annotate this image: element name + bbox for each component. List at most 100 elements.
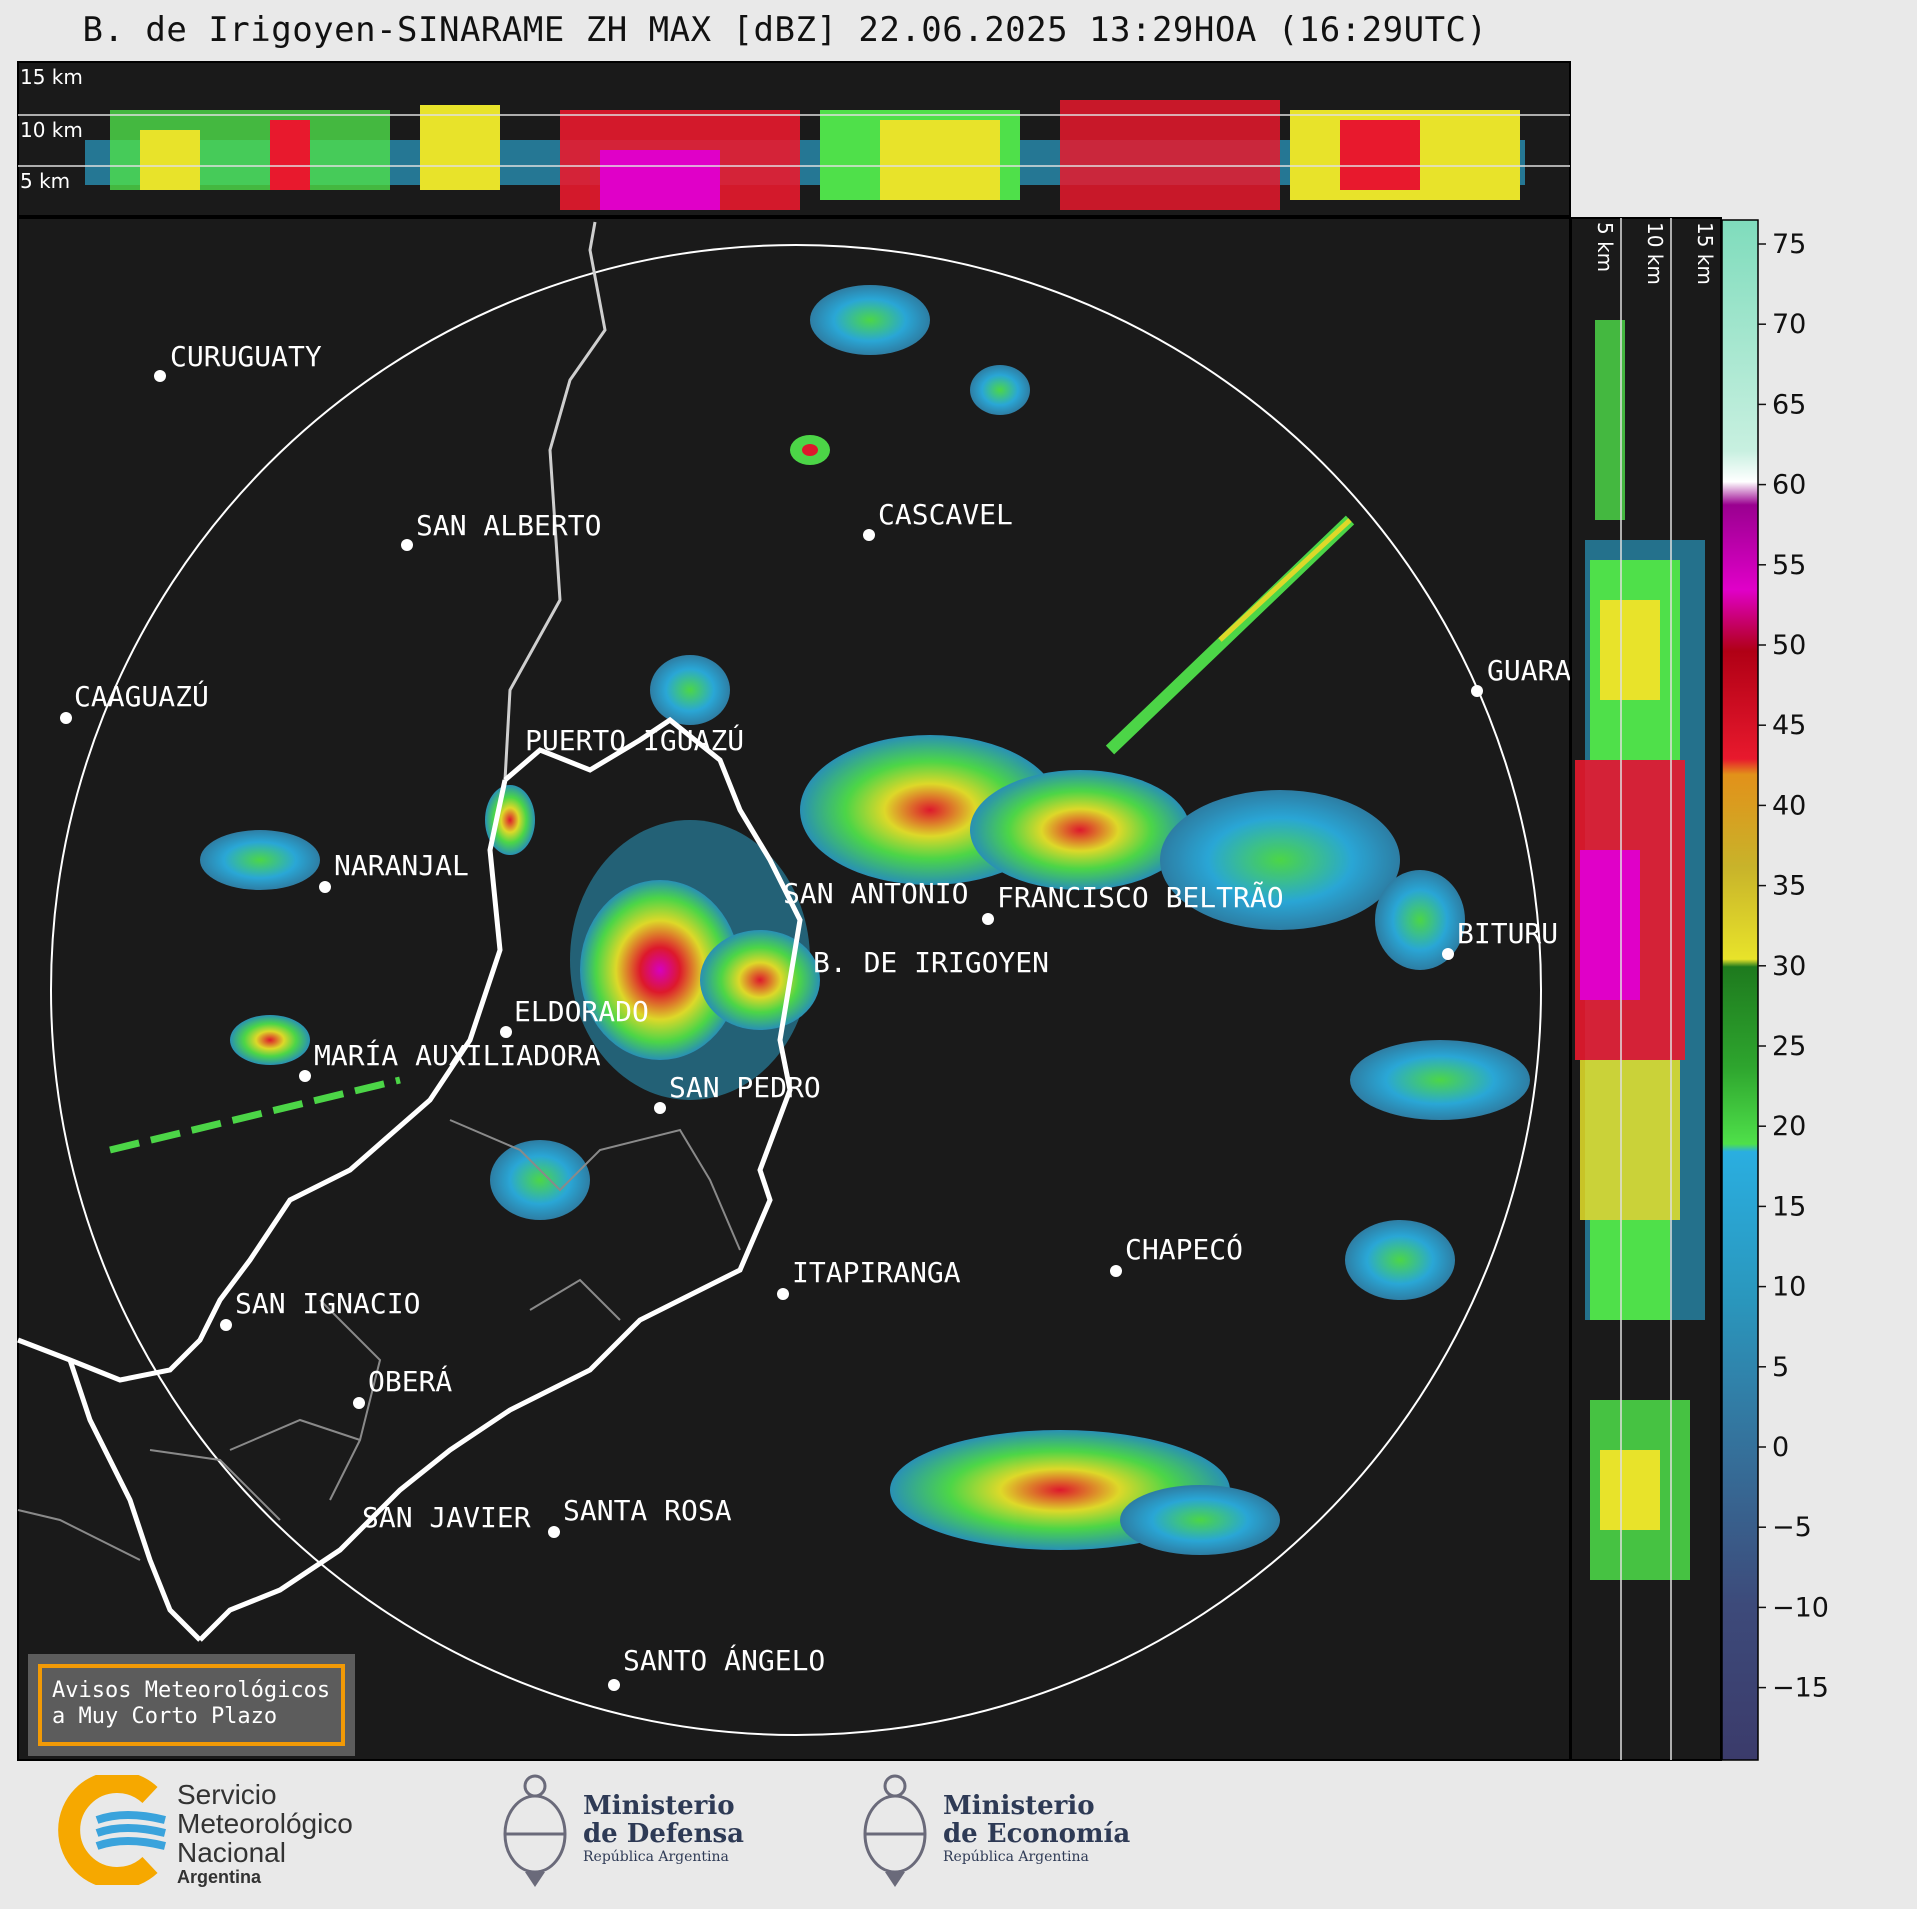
- city-dot-san-pedro: [654, 1102, 666, 1114]
- colorbar-tick-label: 30: [1772, 951, 1806, 982]
- right-cross-section: 5 km 10 km 15 km: [1570, 217, 1722, 1761]
- city-label-chapeco: CHAPECÓ: [1125, 1232, 1243, 1266]
- smn-line-2: Meteorológico: [177, 1808, 353, 1839]
- coat-of-arms-icon: [503, 1774, 567, 1887]
- top-label-10km: 10 km: [20, 118, 83, 142]
- colorbar-tick-label: 65: [1772, 389, 1806, 420]
- colorbar-tick-label: 55: [1772, 550, 1806, 581]
- city-dot-san-alberto: [401, 539, 413, 551]
- city-dot-itapiranga: [777, 1288, 789, 1300]
- borders: [17, 221, 803, 1642]
- country-border-paraguay-brazil: [503, 221, 607, 781]
- colorbar-tick-label: 60: [1772, 470, 1806, 501]
- colorbar-tick-label: 15: [1772, 1191, 1806, 1222]
- top-label-5km: 5 km: [20, 169, 70, 193]
- city-label-san-ignacio: SAN IGNACIO: [235, 1287, 420, 1320]
- map-title: B. de Irigoyen-SINARAME ZH MAX [dBZ] 22.…: [82, 10, 1488, 50]
- warning-line-2: a Muy Corto Plazo: [52, 1704, 278, 1729]
- department-borders: [149, 1119, 741, 1521]
- province-border-misiones-corrientes: [67, 1359, 202, 1642]
- city-dot-cascavel: [863, 529, 875, 541]
- right-label-10km: 10 km: [1643, 222, 1667, 285]
- country-border-misiones-brazil: [198, 716, 803, 1642]
- colorbar-tick-label: −15: [1772, 1673, 1829, 1704]
- radar-echoes: [109, 285, 1530, 1555]
- colorbar-tick-label: 75: [1772, 229, 1806, 260]
- warning-line-1: Avisos Meteorológicos: [52, 1678, 331, 1703]
- city-label-san-antonio: SAN ANTONIO: [783, 877, 968, 910]
- city-dot-maria-auxiliadora: [299, 1070, 311, 1082]
- radar-range-ring: [50, 244, 1542, 1736]
- city-label-bituru: BITURU: [1457, 917, 1558, 950]
- city-markers: [60, 370, 1483, 1691]
- colorbar-tick-label: 0: [1772, 1432, 1789, 1463]
- city-label-francisco-beltrao: FRANCISCO BELTRÃO: [997, 881, 1284, 914]
- economia-line-1: Ministerio: [943, 1791, 1095, 1821]
- main-radar-map: CURUGUATY SAN ALBERTO CASCAVEL CAAGUAZÚ …: [17, 217, 1571, 1761]
- right-label-15km: 15 km: [1693, 222, 1717, 285]
- smn-emblem-icon: [58, 1775, 166, 1885]
- city-dot-curuguaty: [154, 370, 166, 382]
- smn-line-3: Nacional: [177, 1837, 286, 1868]
- colorbar-tick-label: −10: [1772, 1592, 1829, 1623]
- city-label-naranjal: NARANJAL: [334, 849, 469, 882]
- city-dot-chapeco: [1110, 1265, 1122, 1277]
- city-label-b-de-irigoyen: B. DE IRIGOYEN: [813, 946, 1049, 979]
- city-label-curuguaty: CURUGUATY: [170, 340, 322, 373]
- colorbar-tick-label: 50: [1772, 630, 1806, 661]
- right-label-5km: 5 km: [1593, 222, 1617, 272]
- city-dot-san-ignacio: [220, 1319, 232, 1331]
- city-label-san-javier: SAN JAVIER: [362, 1501, 531, 1534]
- city-dot-santo-angelo: [608, 1679, 620, 1691]
- smn-line-1: Servicio: [177, 1779, 277, 1810]
- country-border-misiones-paraguay: [17, 779, 508, 1383]
- defensa-logo: Ministerio de Defensa República Argentin…: [495, 1770, 755, 1895]
- right-cross-section-echoes: [1575, 320, 1705, 1580]
- border-corrientes: [17, 1509, 141, 1561]
- city-label-san-pedro: SAN PEDRO: [669, 1071, 821, 1104]
- colorbar-tick-label: 20: [1772, 1111, 1806, 1142]
- city-label-puerto-iguazu: PUERTO IGUAZÚ: [525, 723, 744, 757]
- city-label-santo-angelo: SANTO ÁNGELO: [623, 1643, 825, 1677]
- city-label-eldorado: ELDORADO: [514, 995, 649, 1028]
- city-dot-eldorado: [500, 1026, 512, 1038]
- city-label-santa-rosa: SANTA ROSA: [563, 1494, 732, 1527]
- city-dot-guara: [1471, 685, 1483, 697]
- city-dot-caaguazu: [60, 712, 72, 724]
- city-dot-santa-rosa: [548, 1526, 560, 1538]
- city-label-itapiranga: ITAPIRANGA: [792, 1256, 961, 1289]
- city-labels: CURUGUATY SAN ALBERTO CASCAVEL CAAGUAZÚ …: [74, 340, 1571, 1677]
- city-dot-bituru: [1442, 948, 1454, 960]
- city-dot-francisco-beltrao: [982, 913, 994, 925]
- city-label-obera: OBERÁ: [368, 1364, 452, 1398]
- economia-logo: Ministerio de Economía República Argenti…: [855, 1770, 1135, 1895]
- warning-box[interactable]: Avisos Meteorológicos a Muy Corto Plazo: [28, 1654, 355, 1756]
- city-label-maria-auxiliadora: MARÍA AUXILIADORA: [314, 1038, 601, 1072]
- defensa-line-1: Ministerio: [583, 1791, 735, 1821]
- economia-line-2: de Economía: [943, 1819, 1131, 1849]
- smn-logo: Servicio Meteorológico Nacional Argentin…: [55, 1770, 395, 1895]
- top-label-15km: 15 km: [20, 65, 83, 89]
- colorbar-tick-label: 40: [1772, 790, 1806, 821]
- city-dot-naranjal: [319, 881, 331, 893]
- colorbar-tick-label: 5: [1772, 1352, 1789, 1383]
- colorbar-tick-label: 25: [1772, 1031, 1806, 1062]
- colorbar-tick-label: 35: [1772, 871, 1806, 902]
- colorbar-tick-label: −5: [1772, 1512, 1812, 1543]
- city-label-caaguazu: CAAGUAZÚ: [74, 679, 209, 713]
- top-cross-section: 15 km 10 km 5 km: [17, 61, 1571, 217]
- colorbar-tick-label: 45: [1772, 710, 1806, 741]
- smn-line-4: Argentina: [177, 1867, 262, 1887]
- city-label-cascavel: CASCAVEL: [878, 498, 1013, 531]
- colorbar-tick-label: 70: [1772, 309, 1806, 340]
- defensa-line-3: República Argentina: [583, 1849, 729, 1865]
- warning-box-inner: Avisos Meteorológicos a Muy Corto Plazo: [38, 1664, 345, 1746]
- colorbar-gradient: [1721, 219, 1759, 1761]
- coat-of-arms-icon: [863, 1774, 927, 1887]
- economia-line-3: República Argentina: [943, 1849, 1089, 1865]
- colorbar-tick-label: 10: [1772, 1272, 1806, 1303]
- city-label-guara: GUARA: [1487, 654, 1571, 687]
